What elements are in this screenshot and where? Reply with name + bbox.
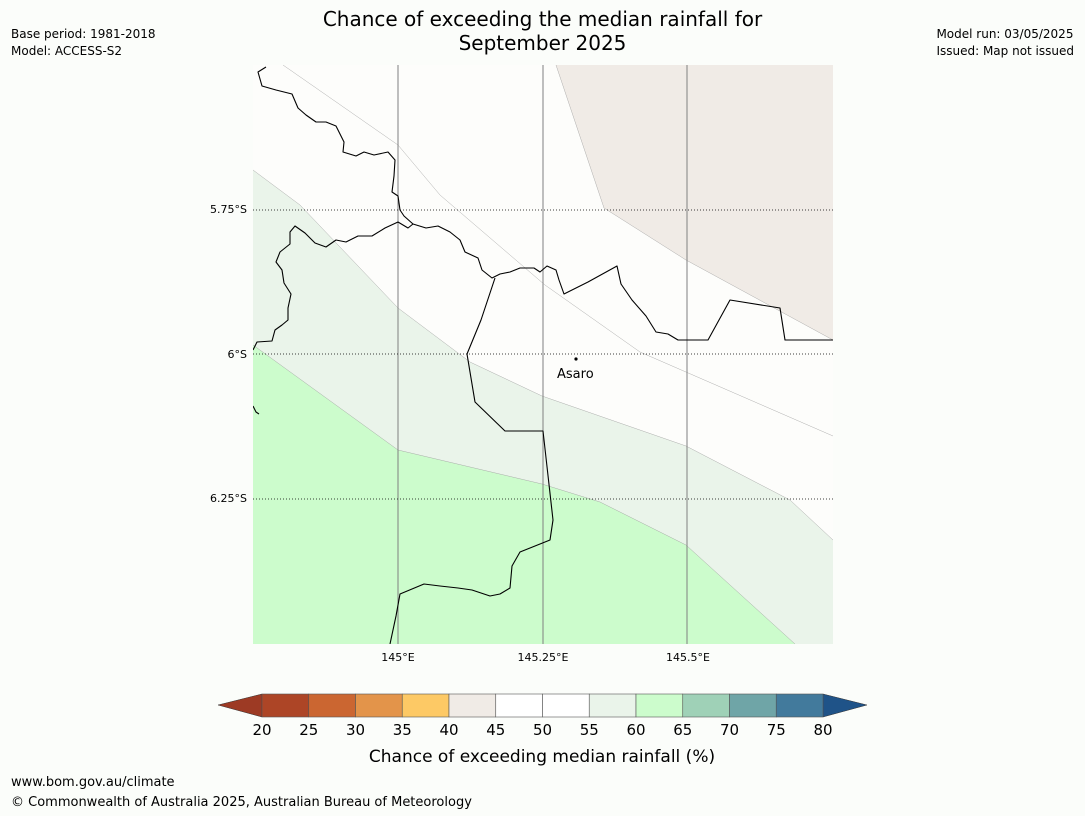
colorbar-segment [355,693,403,718]
colorbar-segment [308,693,356,718]
colorbar-segment [775,693,824,718]
colorbar-tick-label: 80 [813,721,832,739]
lat-label-1: 5.75°S [210,203,247,216]
footer-copyright: © Commonwealth of Australia 2025, Austra… [11,795,472,810]
colorbar-tick-label: 50 [533,721,552,739]
colorbar-tick-label: 25 [299,721,318,739]
colorbar-tick-label: 70 [720,721,739,739]
colorbar-segment [635,693,684,718]
footer-url[interactable]: www.bom.gov.au/climate [11,775,175,790]
model-name: Model: ACCESS-S2 [11,44,123,58]
colorbar-tick-label: 20 [252,721,271,739]
colorbar: 20 25 30 35 40 45 50 55 60 65 70 75 80 Chance of exc… [217,693,868,767]
colorbar-tick-label: 35 [393,721,412,739]
longitude-gridlines [397,65,688,644]
boundary-northwest [253,66,414,351]
base-period: Base period: 1981-2018 [11,27,156,41]
place-marker-asaro [574,357,578,361]
colorbar-high-arrow [822,693,868,718]
colorbar-segment [261,693,310,718]
colorbar-segment [682,693,730,718]
latitude-labels: 5.75°S 6°S 6.25°S [210,203,247,505]
colorbar-tick-label: 45 [486,721,505,739]
colorbar-segment [542,693,590,718]
colorbar-low-arrow [217,693,263,718]
lat-label-2: 6°S [228,348,247,361]
colorbar-segment [588,693,637,718]
lon-label-3: 145.5°E [666,651,710,664]
lat-label-3: 6.25°S [210,492,247,505]
place-label-asaro: Asaro [557,367,594,382]
probability-band-45-50 [556,65,833,340]
province-boundaries [253,66,833,644]
longitude-labels: 145°E 145.25°E 145.5°E [381,651,710,664]
probability-band-60-65 [253,345,795,644]
model-run: Model run: 03/05/2025 [936,27,1074,41]
issued-status: Issued: Map not issued [936,44,1074,58]
colorbar-tick-label: 65 [673,721,692,739]
colorbar-tick-label: 75 [767,721,786,739]
map-area: Asaro [253,65,833,644]
latitude-gridlines [253,209,833,500]
colorbar-segment [729,693,777,718]
title-line-2: September 2025 [458,31,627,55]
contour-lines [253,65,833,644]
boundary-south [389,277,554,644]
colorbar-tick-label: 40 [439,721,458,739]
title-line-1: Chance of exceeding the median rainfall … [322,7,763,31]
colorbar-tick-label: 30 [346,721,365,739]
colorbar-label: Chance of exceeding median rainfall (%) [369,747,715,767]
lon-label-2: 145.25°E [518,651,569,664]
lon-label-1: 145°E [381,651,414,664]
boundary-west-fragment [253,405,260,415]
colorbar-tick-label: 60 [626,721,645,739]
colorbar-segment [448,693,497,718]
boundary-central [412,223,833,341]
colorbar-tick-label: 55 [580,721,599,739]
colorbar-segment [401,693,450,718]
meta-right: Model run: 03/05/2025 Issued: Map not is… [936,26,1074,60]
map-title: Chance of exceeding the median rainfall … [0,7,1085,55]
colorbar-segment [495,693,543,718]
meta-left: Base period: 1981-2018 Model: ACCESS-S2 [11,26,156,60]
